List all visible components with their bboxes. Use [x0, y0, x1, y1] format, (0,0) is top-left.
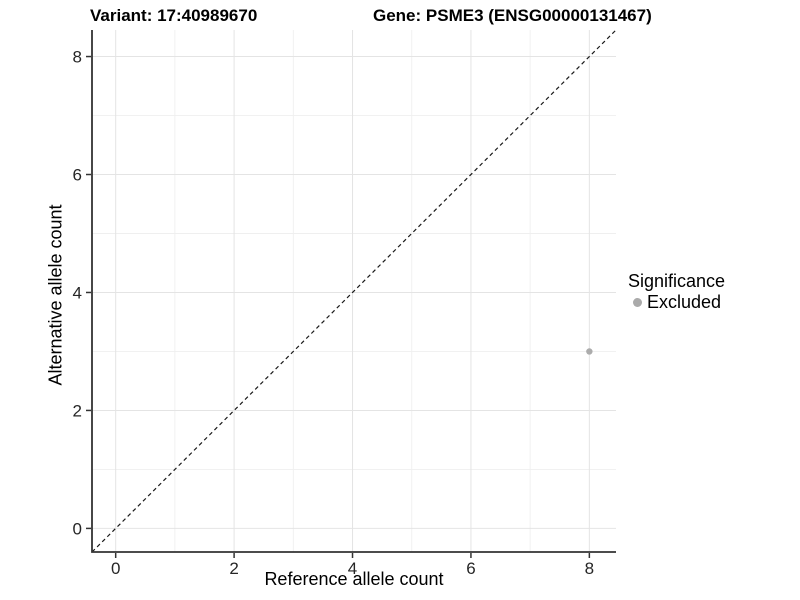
legend-item-excluded: Excluded: [628, 292, 725, 312]
x-tick-label: 4: [348, 559, 357, 578]
y-tick-label: 4: [73, 283, 82, 302]
legend: Significance Excluded: [628, 271, 725, 312]
y-tick-label: 2: [73, 401, 82, 420]
identity-line: [91, 29, 617, 553]
variant-title: Variant: 17:40989670: [90, 6, 258, 25]
legend-point-icon: [633, 297, 642, 307]
x-tick-label: 6: [466, 559, 475, 578]
y-axis-title: Alternative allele count: [45, 204, 66, 386]
x-axis-title: Reference allele count: [264, 569, 444, 589]
legend-title: Significance: [628, 271, 726, 291]
data-point: [586, 348, 593, 355]
y-tick-label: 6: [73, 166, 82, 185]
gene-title: Gene: PSME3 (ENSG00000131467): [373, 6, 652, 25]
axis-spines: [91, 30, 616, 553]
legend-item-label: Excluded: [647, 292, 722, 312]
y-tick-label: 8: [73, 48, 82, 67]
y-tick-label: 0: [73, 519, 82, 538]
x-tick-label: 2: [229, 559, 238, 578]
x-tick-label: 8: [585, 559, 594, 578]
x-tick-label: 0: [111, 559, 120, 578]
